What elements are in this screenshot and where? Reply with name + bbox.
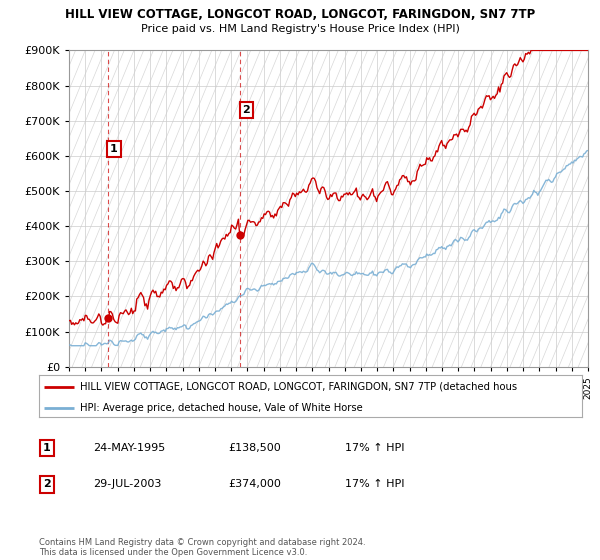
Text: £374,000: £374,000 [228,479,281,489]
Text: 17% ↑ HPI: 17% ↑ HPI [345,443,404,453]
Text: 2: 2 [242,105,250,115]
Text: 17% ↑ HPI: 17% ↑ HPI [345,479,404,489]
Text: HILL VIEW COTTAGE, LONGCOT ROAD, LONGCOT, FARINGDON, SN7 7TP (detached hous: HILL VIEW COTTAGE, LONGCOT ROAD, LONGCOT… [80,382,517,392]
Text: £138,500: £138,500 [228,443,281,453]
Text: HPI: Average price, detached house, Vale of White Horse: HPI: Average price, detached house, Vale… [80,403,362,413]
Text: Price paid vs. HM Land Registry's House Price Index (HPI): Price paid vs. HM Land Registry's House … [140,24,460,34]
Text: HILL VIEW COTTAGE, LONGCOT ROAD, LONGCOT, FARINGDON, SN7 7TP: HILL VIEW COTTAGE, LONGCOT ROAD, LONGCOT… [65,8,535,21]
Text: 1: 1 [43,443,50,453]
Text: 2: 2 [43,479,50,489]
Text: Contains HM Land Registry data © Crown copyright and database right 2024.
This d: Contains HM Land Registry data © Crown c… [39,538,365,557]
Text: 24-MAY-1995: 24-MAY-1995 [93,443,165,453]
Text: 29-JUL-2003: 29-JUL-2003 [93,479,161,489]
Text: 1: 1 [110,144,118,154]
